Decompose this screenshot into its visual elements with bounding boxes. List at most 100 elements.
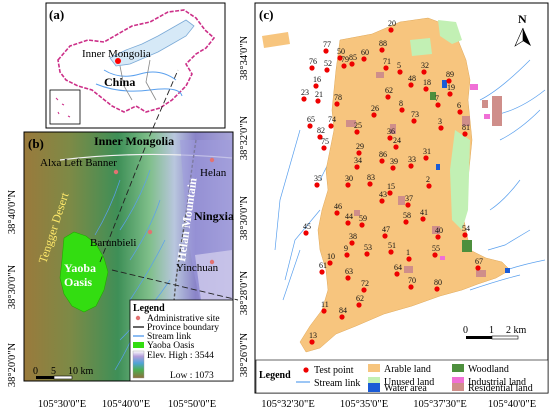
test-point: 89 [446, 70, 454, 84]
test-point: 38 [349, 232, 357, 246]
test-point: 37 [405, 194, 413, 208]
panel-b: (b) Inner Mongolia Alxa Left Banner Hela… [7, 69, 239, 410]
panel-a: (a) Inner Mongolia China [45, 2, 226, 129]
test-point-label: 70 [408, 276, 416, 285]
c-lat-tick-4: 38°26'0"N [239, 332, 250, 377]
test-point-label: 47 [382, 225, 390, 234]
test-point: 80 [434, 278, 442, 292]
legend-arable-land: Arable land [384, 364, 431, 375]
test-point-dot [319, 269, 325, 275]
test-point-dot [339, 314, 345, 320]
legend-arable-swatch [368, 364, 380, 372]
c-lat-tick-1: 38°32'0"N [239, 115, 250, 160]
test-point-dot [354, 164, 360, 170]
connector-line [99, 69, 179, 263]
test-point-dot [388, 27, 394, 33]
test-point: 59 [359, 214, 367, 228]
test-point-label: 15 [387, 182, 395, 191]
test-point-label: 9 [344, 244, 348, 253]
legend-residential-land: Residential land [468, 383, 533, 394]
test-point-label: 32 [421, 61, 429, 70]
unused-land-patch [410, 38, 432, 56]
test-point-label: 31 [423, 147, 431, 156]
test-point-dot [393, 144, 399, 150]
test-point: 72 [361, 279, 369, 293]
test-point-label: 7 [435, 94, 439, 103]
woodland-patch [462, 240, 472, 252]
test-point-dot [403, 219, 409, 225]
test-point-dot [379, 47, 385, 53]
test-point-dot [390, 165, 396, 171]
test-point-dot [328, 123, 334, 129]
test-point-label: 55 [432, 244, 440, 253]
test-point-dot [408, 163, 414, 169]
test-point-label: 10 [327, 252, 335, 261]
b-lat-tick-2: 38°20'0"N [7, 342, 18, 387]
test-point-label: 8 [399, 99, 403, 108]
industrial-land-patches [440, 84, 490, 260]
test-point-label: 23 [301, 88, 309, 97]
test-point: 78 [334, 93, 342, 107]
test-point-dot [334, 210, 340, 216]
legend-c-row3: Water area Residential land [368, 383, 533, 394]
test-point-label: 80 [434, 278, 442, 287]
test-point: 71 [383, 57, 391, 71]
test-point: 73 [411, 110, 419, 124]
c-lat-tick-3: 38°28'0"N [239, 270, 250, 315]
test-point-dot [438, 125, 444, 131]
test-point-label: 30 [345, 174, 353, 183]
north-label: N [518, 12, 527, 26]
c-lat-tick-2: 38°30'0"N [239, 195, 250, 240]
test-point-label: 40 [435, 226, 443, 235]
test-point: 51 [388, 241, 396, 255]
test-point: 6 [457, 101, 463, 115]
panel-b-tag: (b) [28, 136, 44, 151]
c-lon-tick-2: 105°37'30"E [413, 399, 467, 410]
test-point-dot [406, 256, 412, 262]
test-point-label: 37 [405, 194, 413, 203]
test-point-dot [367, 181, 373, 187]
test-point-label: 61 [319, 261, 327, 270]
test-point-label: 11 [321, 300, 329, 309]
panel-c-tag: (c) [259, 7, 273, 22]
test-point-label: 43 [379, 190, 387, 199]
test-point: 64 [394, 263, 402, 277]
test-point: 34 [354, 156, 362, 170]
label-barunbieli: Barunbieli [90, 237, 136, 249]
test-point-label: 81 [462, 123, 470, 132]
test-point-dot [323, 48, 329, 54]
label-yinchuan: Yinchuan [176, 262, 219, 274]
legend-woodland-swatch [452, 364, 464, 372]
test-point-dot [341, 63, 347, 69]
test-point: 77 [323, 40, 331, 54]
panel-a-tag: (a) [49, 7, 64, 22]
test-point-dot [309, 65, 315, 71]
test-point: 76 [309, 57, 317, 71]
test-point-label: 41 [420, 208, 428, 217]
test-point-dot [359, 222, 365, 228]
test-point: 44 [345, 212, 353, 226]
test-point-label: 25 [354, 121, 362, 130]
legend-industrial-land: Industrial land [468, 377, 526, 388]
test-point: 2 [426, 175, 432, 189]
test-point: 47 [382, 225, 390, 239]
scale-b-mid: 5 [51, 366, 56, 377]
label-helan: Helan [200, 167, 227, 179]
test-point-dot [387, 190, 393, 196]
legend-elev-high: Elev. High : 3544 [147, 351, 214, 361]
test-point-label: 6 [457, 101, 461, 110]
test-point: 63 [345, 267, 353, 281]
test-point: 20 [388, 19, 396, 33]
panel-c: (c) [239, 2, 549, 410]
water-patch [505, 268, 510, 273]
test-point: 40 [435, 226, 443, 240]
north-arrow: N [514, 12, 531, 47]
test-point-dot [387, 135, 393, 141]
label-oasis: Oasis [64, 275, 92, 289]
stream-links-b [94, 169, 171, 371]
test-point-dot [408, 284, 414, 290]
test-point-dot [379, 158, 385, 164]
label-inner-mongolia-a: Inner Mongolia [82, 48, 151, 60]
